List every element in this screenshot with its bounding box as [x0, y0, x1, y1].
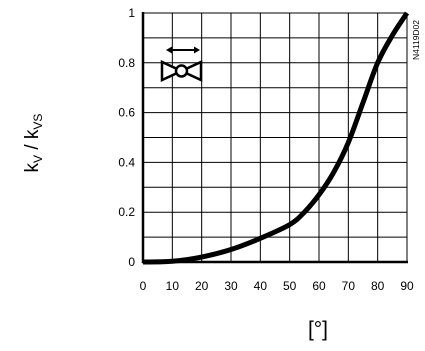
x-tick-label: 60 [312, 279, 326, 293]
y-tick-label: 0.4 [118, 155, 135, 169]
valve-symbol-icon [160, 46, 203, 82]
x-tick-label: 90 [400, 279, 414, 293]
x-tick-label: 80 [371, 279, 385, 293]
x-tick-label: 20 [195, 279, 209, 293]
y-tick-label: 0.8 [118, 56, 135, 70]
x-tick-label: 50 [283, 279, 297, 293]
tick-labels: 0 10 20 30 40 50 60 70 80 90 0 0.2 0.4 0.6 0.8 1 [118, 6, 414, 293]
x-tick-label: 30 [224, 279, 238, 293]
document-code: N4119D02 [411, 20, 421, 60]
x-tick-label: 70 [342, 279, 356, 293]
series [142, 11, 410, 265]
characteristic-curve [142, 11, 410, 265]
y-tick-label: 1 [128, 6, 135, 20]
y-tick-label: 0.6 [118, 106, 135, 120]
y-axis-label: kV / kVS [22, 114, 45, 173]
y-tick-label: 0.2 [118, 205, 135, 219]
x-axis-label: [°] [308, 318, 328, 341]
x-tick-label: 10 [166, 279, 180, 293]
x-tick-label: 0 [140, 279, 147, 293]
y-tick-label: 0 [128, 255, 135, 269]
x-tick-label: 40 [254, 279, 268, 293]
